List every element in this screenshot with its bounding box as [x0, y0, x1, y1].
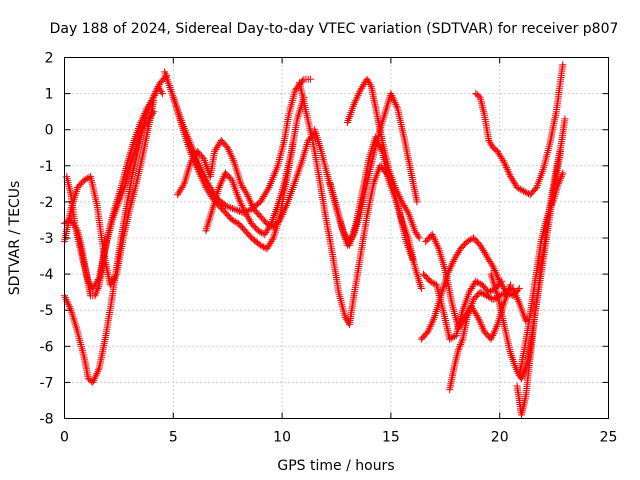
x-tick-label: 0 [60, 430, 69, 446]
data-point-marks [513, 115, 569, 419]
x-tick-label: 5 [169, 430, 178, 446]
y-tick-label: -4 [40, 267, 54, 283]
data-point-marks [202, 93, 308, 238]
series-track-n [420, 270, 506, 343]
y-tick-label: -8 [40, 412, 54, 428]
series-track-p [446, 285, 530, 394]
data-point-marks [169, 93, 297, 253]
x-axis-label: GPS time / hours [277, 458, 394, 474]
data-point-marks [326, 133, 425, 292]
y-tick-label: -3 [40, 231, 54, 247]
y-tick-label: 0 [45, 123, 54, 139]
series-track-t [515, 169, 567, 379]
y-tick-label: -1 [40, 159, 54, 175]
data-point-marks [420, 270, 506, 343]
series-track-s [513, 115, 569, 419]
y-tick-label: -5 [40, 303, 54, 319]
series-track-d [63, 108, 158, 292]
y-tick-labels: -8 -7 -6 -5 -4 -3 -2 -1 0 1 2 [40, 51, 54, 428]
y-tick-label: 2 [45, 51, 54, 67]
y-tick-label: -6 [40, 339, 54, 355]
x-tick-label: 10 [273, 430, 291, 446]
data-point-marks [63, 108, 158, 292]
data-point-marks [515, 169, 567, 379]
series-track-h [202, 93, 308, 238]
series-track-q [472, 61, 567, 199]
x-tick-label: 20 [491, 430, 509, 446]
series-track-f [169, 93, 297, 253]
y-tick-label: -7 [40, 375, 54, 391]
x-tick-label: 25 [600, 430, 618, 446]
axis-ticks [64, 57, 609, 419]
y-axis-label: SDTVAR / TECUs [7, 181, 23, 296]
y-tick-label: -2 [40, 195, 54, 211]
x-tick-labels: 0 5 10 15 20 25 [60, 430, 617, 446]
x-tick-label: 15 [382, 430, 400, 446]
data-point-marks [343, 75, 423, 242]
series-track-g [174, 129, 319, 231]
chart-title: Day 188 of 2024, Sidereal Day-to-day VTE… [50, 21, 619, 37]
data-points [61, 61, 569, 419]
data-point-marks [446, 285, 530, 394]
data-point-marks [472, 61, 567, 199]
data-point-marks [174, 129, 319, 231]
series-track-k [326, 133, 425, 292]
y-tick-label: 1 [45, 87, 54, 103]
series-track-l [343, 75, 423, 242]
